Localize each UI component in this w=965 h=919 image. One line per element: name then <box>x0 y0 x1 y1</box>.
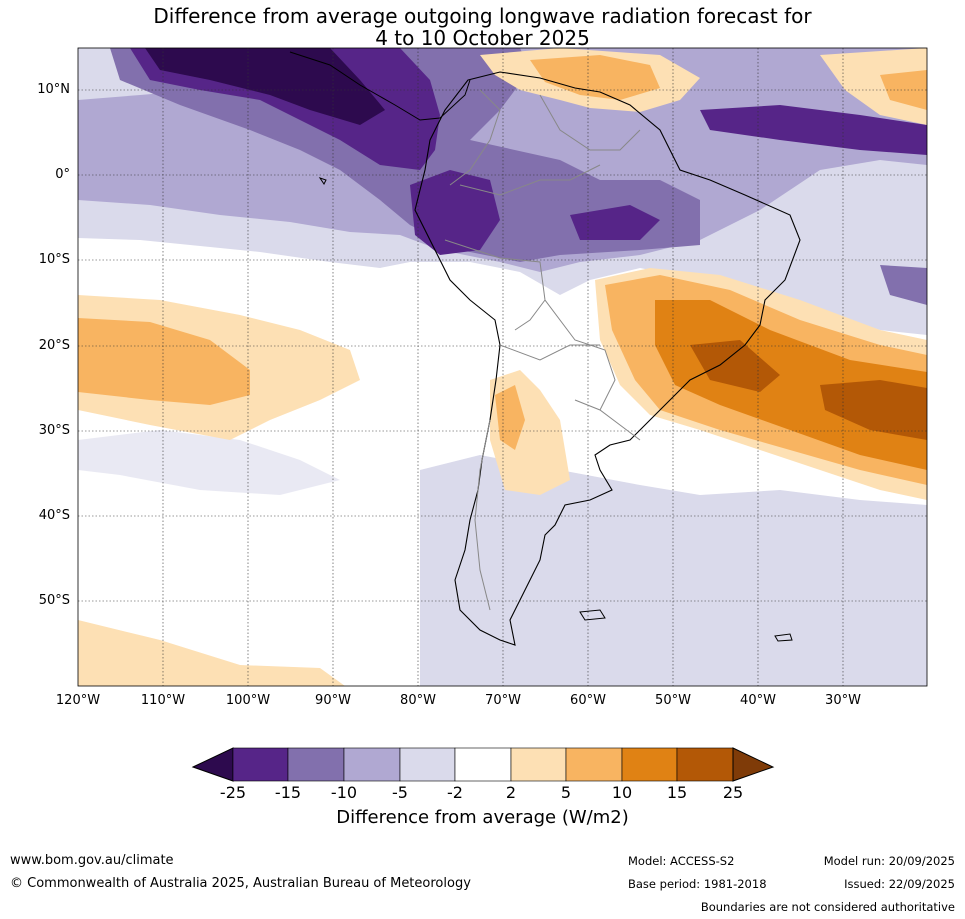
colorbar-bin-8 <box>621 747 678 782</box>
map-title-line2: 4 to 10 October 2025 <box>375 26 590 50</box>
map-title-line1: Difference from average outgoing longwav… <box>153 4 812 28</box>
islands <box>318 177 793 642</box>
footer-base-period: Base period: 1981-2018 <box>628 877 767 891</box>
anomaly-field <box>78 48 927 686</box>
footer-model-run: Model run: 20/09/2025 <box>823 854 955 868</box>
colorbar-tick: -10 <box>330 783 358 802</box>
lon-label-100w: 100°W <box>225 693 271 708</box>
lat-label-10n: 10°N <box>37 82 70 97</box>
neg-south-pacific <box>78 430 340 495</box>
footer-disclaimer: Boundaries are not considered authoritat… <box>700 900 955 914</box>
colorbar-title: Difference from average (W/m2) <box>336 807 629 828</box>
south-america-coastline <box>414 71 801 646</box>
neg-band-south <box>420 455 927 686</box>
lon-label-50w: 50°W <box>655 693 691 708</box>
lat-label-30s: 30°S <box>38 423 70 438</box>
colorbar-tick: 10 <box>611 783 633 802</box>
pos-ne-atlantic <box>820 48 927 125</box>
lat-label-10s: 10°S <box>38 252 70 267</box>
colorbar-tick: 25 <box>722 783 744 802</box>
colorbar-extend-high <box>732 747 775 782</box>
colorbar-bin-1 <box>232 747 289 782</box>
neg-core-atlantic <box>700 105 927 155</box>
lon-label-40w: 40°W <box>740 693 776 708</box>
colorbar-bin-7 <box>565 747 623 782</box>
lat-label-40s: 40°S <box>38 508 70 523</box>
pos-atlantic-core <box>690 340 927 440</box>
lon-label-30w: 30°W <box>825 693 861 708</box>
lon-label-120w: 120°W <box>55 693 101 708</box>
colorbar-tick: 2 <box>505 783 517 802</box>
pos-far-south-pacific <box>78 620 345 686</box>
lon-label-60w: 60°W <box>570 693 606 708</box>
central-america-coastline <box>289 51 471 121</box>
footer-model: Model: ACCESS-S2 <box>628 854 735 868</box>
map-frame <box>77 47 928 687</box>
lat-label-20s: 20°S <box>38 338 70 353</box>
country-borders <box>444 89 641 611</box>
neg-core-amazon-east <box>570 205 660 240</box>
neg-core-pacific-deep <box>145 48 385 125</box>
colorbar-extend-low <box>191 747 234 782</box>
pos-caribbean-mod <box>530 55 660 100</box>
lat-label-0: 0° <box>55 167 70 182</box>
lon-label-110w: 110°W <box>140 693 186 708</box>
lon-label-90w: 90°W <box>315 693 351 708</box>
graticule <box>78 48 927 686</box>
neg-atlantic-mid <box>880 265 927 305</box>
colorbar-tick: -5 <box>392 783 408 802</box>
pos-ne-atlantic-mod <box>880 70 927 110</box>
colorbar-bin-4 <box>399 747 456 782</box>
neg-core-amazon <box>410 170 500 255</box>
colorbar-tick: 5 <box>560 783 572 802</box>
colorbar-tick: 15 <box>666 783 688 802</box>
colorbar-bin-6 <box>510 747 567 782</box>
lon-label-70w: 70°W <box>485 693 521 708</box>
colorbar <box>191 747 775 782</box>
pos-pacific-tongue-mod <box>78 318 250 405</box>
footer-copyright: © Commonwealth of Australia 2025, Austra… <box>10 876 471 891</box>
colorbar-tick: -15 <box>274 783 302 802</box>
pos-chile-argentina-mod <box>495 385 525 450</box>
lat-label-50s: 50°S <box>38 593 70 608</box>
colorbar-bin-2 <box>287 747 345 782</box>
colorbar-bin-5 <box>454 747 512 782</box>
footer-issued: Issued: 22/09/2025 <box>844 877 955 891</box>
colorbar-tick: -25 <box>219 783 247 802</box>
lon-label-80w: 80°W <box>400 693 436 708</box>
colorbar-bin-9 <box>676 747 734 782</box>
colorbar-bin-3 <box>343 747 401 782</box>
footer-url: www.bom.gov.au/climate <box>10 853 174 868</box>
colorbar-tick: -2 <box>447 783 463 802</box>
